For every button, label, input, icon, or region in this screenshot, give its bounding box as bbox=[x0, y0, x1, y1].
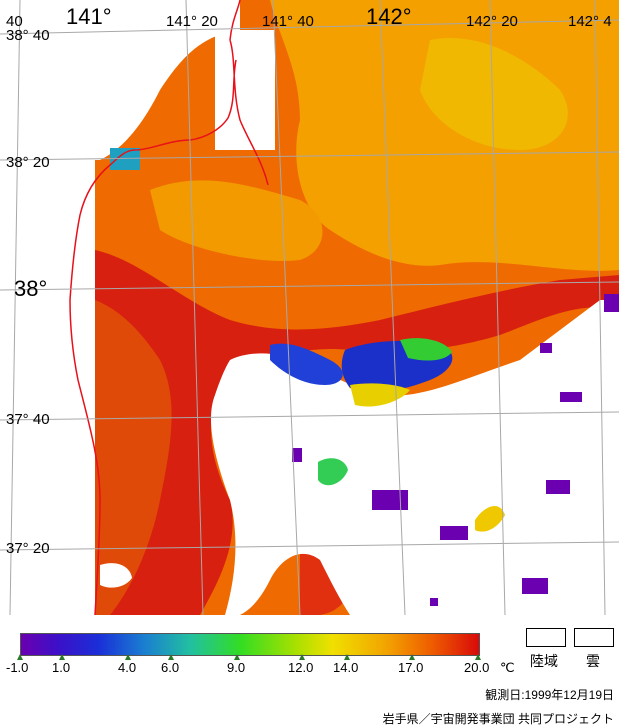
credit-text: 岩手県／宇宙開発事業団 共同プロジェクト bbox=[382, 712, 614, 726]
scale-label: 4.0 bbox=[118, 660, 137, 675]
tick-marker bbox=[59, 654, 65, 660]
tick-marker bbox=[344, 654, 350, 660]
tick-marker bbox=[409, 654, 415, 660]
tick-marker bbox=[17, 654, 23, 660]
warm-band bbox=[95, 250, 619, 615]
land-region-nw bbox=[95, 0, 240, 160]
cold-specks bbox=[292, 294, 619, 606]
sst-map-canvas bbox=[0, 0, 619, 615]
land-label: 陸域 bbox=[530, 653, 558, 669]
graticule bbox=[0, 0, 619, 615]
cloud-label: 雲 bbox=[586, 653, 600, 669]
scale-label: 12.0 bbox=[288, 660, 314, 675]
temperature-colorbar bbox=[20, 633, 480, 656]
tick-marker bbox=[299, 654, 305, 660]
lat-label-37-20: 37° 20 bbox=[6, 540, 50, 557]
coastline bbox=[69, 0, 269, 615]
tick-marker bbox=[168, 654, 174, 660]
tick-marker bbox=[475, 654, 481, 660]
scale-label: -1.0 bbox=[6, 660, 29, 675]
lat-label-38-40: 38° 40 bbox=[6, 27, 50, 44]
cool-green-patch-2 bbox=[318, 458, 348, 486]
scale-label: 14.0 bbox=[333, 660, 359, 675]
corner-label: 40 bbox=[6, 13, 23, 30]
cloud-patch bbox=[100, 563, 132, 588]
observation-date: 観測日:1999年12月19日 bbox=[485, 688, 614, 702]
tick-marker bbox=[125, 654, 131, 660]
lon-label-141-40: 141° 40 bbox=[262, 13, 314, 30]
coastal-warm bbox=[95, 300, 172, 615]
cool-patch-east bbox=[475, 505, 505, 532]
lon-label-142: 142° bbox=[366, 4, 412, 29]
cool-yellow-patch bbox=[350, 383, 410, 407]
cool-patch bbox=[420, 38, 568, 150]
tick-marker bbox=[234, 654, 240, 660]
sst-map: 40 141° 141° 20 141° 40 142° 142° 20 142… bbox=[0, 0, 619, 615]
scale-label: 20.0 bbox=[464, 660, 490, 675]
scale-label: 9.0 bbox=[227, 660, 246, 675]
cool-green-patch bbox=[400, 338, 452, 361]
lat-label-37-40: 37° 40 bbox=[6, 411, 50, 428]
lon-label-142-40: 142° 4 bbox=[568, 13, 612, 30]
cloud-swatch bbox=[574, 628, 614, 647]
cool-bay-patch bbox=[110, 148, 140, 170]
scale-label: 17.0 bbox=[398, 660, 424, 675]
land-swatch bbox=[526, 628, 566, 647]
lat-label-38-20: 38° 20 bbox=[6, 154, 50, 171]
lon-label-141: 141° bbox=[66, 4, 112, 29]
scale-label: 6.0 bbox=[161, 660, 180, 675]
scale-label: 1.0 bbox=[52, 660, 71, 675]
lon-label-141-20: 141° 20 bbox=[166, 13, 218, 30]
lat-label-38: 38° bbox=[14, 276, 48, 301]
unit-label: ℃ bbox=[500, 660, 515, 675]
land-region-west bbox=[0, 0, 95, 615]
lon-label-142-20: 142° 20 bbox=[466, 13, 518, 30]
